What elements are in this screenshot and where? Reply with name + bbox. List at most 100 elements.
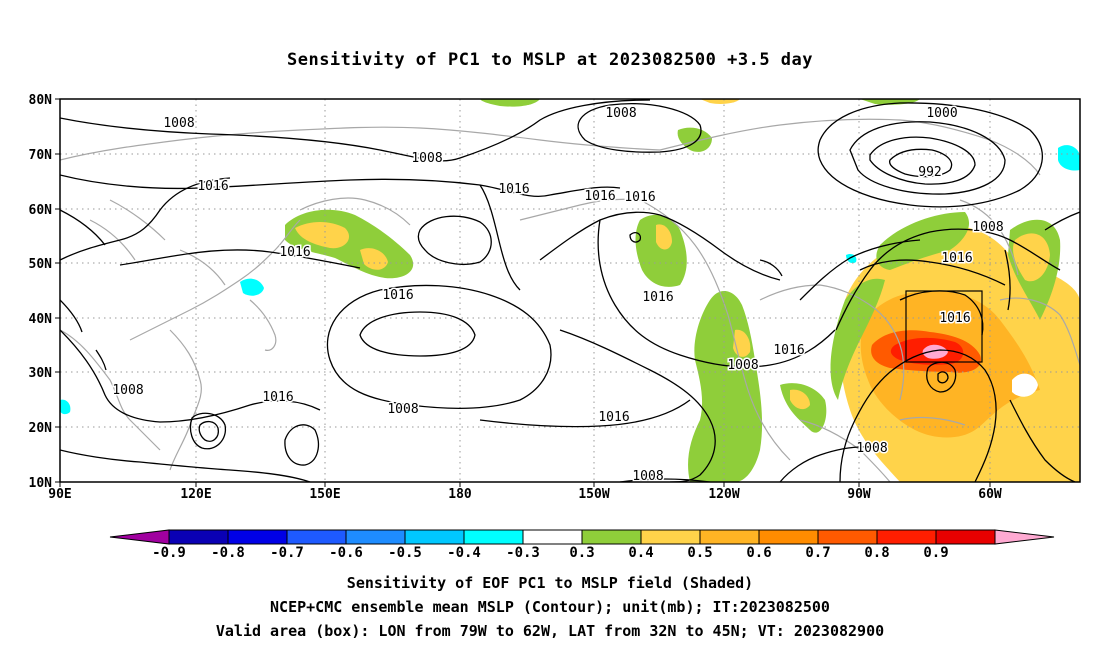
colorbar-swatch [581, 529, 642, 545]
colorbar-left-triangle [109, 529, 170, 545]
colorbar-label: 0.5 [687, 545, 712, 561]
lon-label: 150W [578, 487, 609, 502]
caption-line-2: NCEP+CMC ensemble mean MSLP (Contour); u… [270, 598, 830, 616]
contour-label: 1008 [163, 116, 194, 131]
colorbar-swatch [463, 529, 524, 545]
colorbar-label: 0.8 [864, 545, 889, 561]
colorbar-label: -0.4 [447, 545, 481, 561]
lon-axis-labels: 90E 120E 150E 180 150W 120W 90W 60W [48, 487, 1002, 502]
colorbar-label: -0.3 [506, 545, 540, 561]
lat-label: 50N [29, 257, 53, 272]
contour-label: 1016 [382, 288, 413, 303]
colorbar-label: 0.6 [746, 545, 771, 561]
contour-label: 1016 [624, 190, 655, 205]
coastlines [60, 118, 1080, 482]
contour-label: 1008 [856, 441, 887, 456]
contour-label: 1008 [605, 106, 636, 121]
colorbar-label: 0.7 [805, 545, 830, 561]
contour-label: 1016 [598, 410, 629, 425]
shade-india-cyan [60, 399, 71, 415]
shade-atlantic-white-hole [1012, 373, 1038, 397]
shade-gulf-yellow [790, 389, 810, 410]
lon-label: 180 [448, 487, 472, 502]
shade-atlantic-green-north [876, 212, 970, 270]
contour-label: 1016 [642, 290, 673, 305]
colorbar-swatch [935, 529, 996, 545]
lon-label: 120W [708, 487, 739, 502]
lat-label: 80N [29, 93, 53, 108]
caption-line-1: Sensitivity of EOF PC1 to MSLP field (Sh… [346, 574, 754, 592]
plot-frame [59, 98, 1081, 483]
colorbar-right-triangle [994, 529, 1055, 545]
lat-label: 20N [29, 421, 53, 436]
contour-label: 1016 [941, 251, 972, 266]
colorbar-swatch [640, 529, 701, 545]
shade-alaska-yellow [656, 224, 672, 250]
colorbar-label: 0.4 [628, 545, 653, 561]
colorbar-label: -0.5 [388, 545, 422, 561]
colorbar-swatch [227, 529, 288, 545]
lon-label: 90E [48, 487, 71, 502]
contour-label: 1016 [584, 189, 615, 204]
map-title: Sensitivity of PC1 to MSLP at 2023082500… [286, 50, 813, 70]
contour-label: 1008 [727, 358, 758, 373]
shade-japan-cyan [240, 278, 264, 296]
contour-label: 1008 [632, 469, 663, 484]
lon-label: 150E [309, 487, 340, 502]
colorbar-label: -0.8 [211, 545, 245, 561]
colorbar-swatch [817, 529, 878, 545]
colorbar-swatch [286, 529, 347, 545]
colorbar-swatch [168, 529, 229, 545]
shade-arctic-yellow1 [700, 99, 740, 104]
lat-label: 70N [29, 148, 53, 163]
mslp-contours [60, 99, 1080, 482]
lon-label: 120E [180, 487, 211, 502]
lat-axis-labels: 80N 70N 60N 50N 40N 30N 20N 10N [29, 93, 53, 491]
shade-kamchatka-yellow [295, 222, 350, 249]
shade-atlantic-yellow-east [1013, 233, 1050, 282]
contour-label: 1016 [939, 311, 970, 326]
colorbar-swatch [345, 529, 406, 545]
colorbar-swatch [699, 529, 760, 545]
shade-canada-green [677, 127, 712, 152]
contour-label: 1016 [197, 179, 228, 194]
contour-label: 1016 [773, 343, 804, 358]
shade-arctic-green1 [480, 99, 540, 107]
lat-label: 60N [29, 203, 53, 218]
colorbar-label: -0.6 [329, 545, 363, 561]
caption-line-3: Valid area (box): LON from 79W to 62W, L… [215, 622, 885, 640]
contour-label: 1008 [387, 402, 418, 417]
shade-alaska-green [635, 214, 687, 287]
lat-label: 10N [29, 476, 53, 491]
contour-label: 1008 [112, 383, 143, 398]
contour-label: 1016 [262, 390, 293, 405]
shade-kamchatka-yellow2 [360, 248, 388, 270]
valid-area-box [905, 290, 983, 363]
colorbar-swatch [758, 529, 819, 545]
shade-atlantic-green-west [830, 278, 885, 400]
shade-atlantic-pink [922, 344, 948, 359]
lon-label: 90W [847, 487, 871, 502]
lon-label: 60W [978, 487, 1002, 502]
colorbar-label: 0.9 [923, 545, 948, 561]
lat-label: 30N [29, 366, 53, 381]
colorbar [109, 529, 1055, 545]
colorbar-label: -0.9 [152, 545, 186, 561]
lat-label: 40N [29, 312, 53, 327]
contour-label: 1016 [498, 182, 529, 197]
colorbar-label: -0.7 [270, 545, 304, 561]
contour-label: 1000 [926, 106, 957, 121]
colorbar-swatch [876, 529, 937, 545]
shade-greenland-cyan [1058, 145, 1080, 171]
contour-labels: 1008 1000 1008 1016 992 1016 1016 1016 1008 1016 1… [111, 105, 1005, 486]
colorbar-swatch [404, 529, 465, 545]
colorbar-label: 0.3 [569, 545, 594, 561]
colorbar-labels: -0.9 -0.8 -0.7 -0.6 -0.5 -0.4 -0.3 0.3 0.4 0.5 0.6… [152, 545, 949, 561]
colorbar-swatch [522, 529, 583, 545]
contour-label: 1016 [279, 245, 310, 260]
axis-ticks [55, 98, 991, 487]
contour-label: 992 [918, 165, 941, 180]
contour-label: 1008 [411, 151, 442, 166]
contour-label: 1008 [972, 220, 1003, 235]
